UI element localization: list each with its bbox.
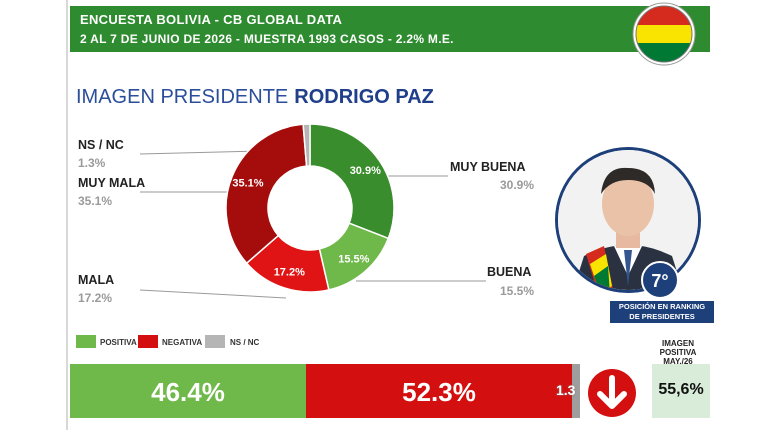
header-subtitle: 2 AL 7 DE JUNIO DE 2026 - MUESTRA 1993 C… (80, 32, 454, 46)
ranking-caption-line1: POSICIÓN EN RANKING (618, 302, 706, 311)
legend-swatch-positiva (76, 335, 96, 348)
value-muy-buena: 30.9% (500, 178, 535, 192)
ranking-caption-line2: DE PRESIDENTES (629, 312, 695, 321)
legend-swatch-ns-nc (205, 335, 225, 348)
donut-slice-labels: 30.9% 15.5% 17.2% 35.1% (232, 165, 381, 279)
label-mala: MALA (78, 273, 115, 287)
image-positive-label-line3: MAY./26 (663, 357, 693, 366)
image-positive-label: IMAGEN POSITIVA MAY./26 (646, 339, 710, 366)
header-title: ENCUESTA BOLIVIA - CB GLOBAL DATA (80, 12, 343, 27)
survey-header: ENCUESTA BOLIVIA - CB GLOBAL DATA 2 AL 7… (70, 6, 710, 52)
ranking-caption: POSICIÓN EN RANKING DE PRESIDENTES (610, 301, 714, 323)
ranking-badge: 7° (641, 261, 679, 299)
value-mala: 17.2% (78, 291, 113, 305)
summary-value-negativa: 52.3% (402, 377, 476, 407)
legend-label-ns-nc: NS / NC (230, 338, 260, 347)
slice-value-label: 15.5% (338, 254, 369, 266)
value-muy-mala: 35.1% (78, 194, 113, 208)
donut-slice-muy-mala (225, 123, 308, 265)
label-muy-buena: MUY BUENA (450, 160, 526, 174)
donut-slices (225, 123, 395, 293)
ranking-position: 7° (651, 271, 668, 291)
bolivia-flag-icon (632, 2, 696, 66)
arrow-down-icon (588, 369, 636, 417)
label-muy-mala: MUY MALA (78, 176, 146, 190)
value-ns-nc: 1.3% (78, 156, 106, 170)
legend-label-negativa: NEGATIVA (162, 338, 203, 347)
slice-value-label: 35.1% (232, 178, 263, 190)
slice-value-label: 30.9% (350, 165, 381, 177)
value-buena: 15.5% (500, 284, 535, 298)
image-positive-label-line1: IMAGEN (662, 339, 694, 348)
label-ns-nc: NS / NC (78, 138, 124, 152)
leader-line (139, 289, 287, 299)
image-positive-label-line2: POSITIVA (659, 348, 697, 357)
donut-slice-muy-buena (309, 123, 395, 240)
donut-slice-ns-nc (302, 123, 311, 167)
title-prefix: IMAGEN PRESIDENTE (76, 86, 289, 108)
title-name: RODRIGO PAZ (294, 86, 434, 108)
image-positive-value: 55,6% (658, 381, 704, 398)
summary-value-ns-nc: 1.3 (556, 382, 576, 398)
legend-label-positiva: POSITIVA (100, 338, 137, 347)
summary-bar-negativa: 52.3% (306, 364, 572, 418)
legend-swatch-negativa (138, 335, 158, 348)
summary-bar-ns-nc (572, 364, 580, 418)
image-positive-box: 55,6% (652, 364, 710, 418)
slice-value-label: 17.2% (274, 267, 305, 279)
summary-value-positiva: 46.4% (151, 377, 225, 407)
left-divider (66, 0, 68, 430)
page-title: IMAGEN PRESIDENTE RODRIGO PAZ (76, 86, 434, 109)
president-portrait (555, 147, 701, 293)
label-buena: BUENA (487, 265, 532, 279)
summary-bar-positiva: 46.4% (70, 364, 306, 418)
